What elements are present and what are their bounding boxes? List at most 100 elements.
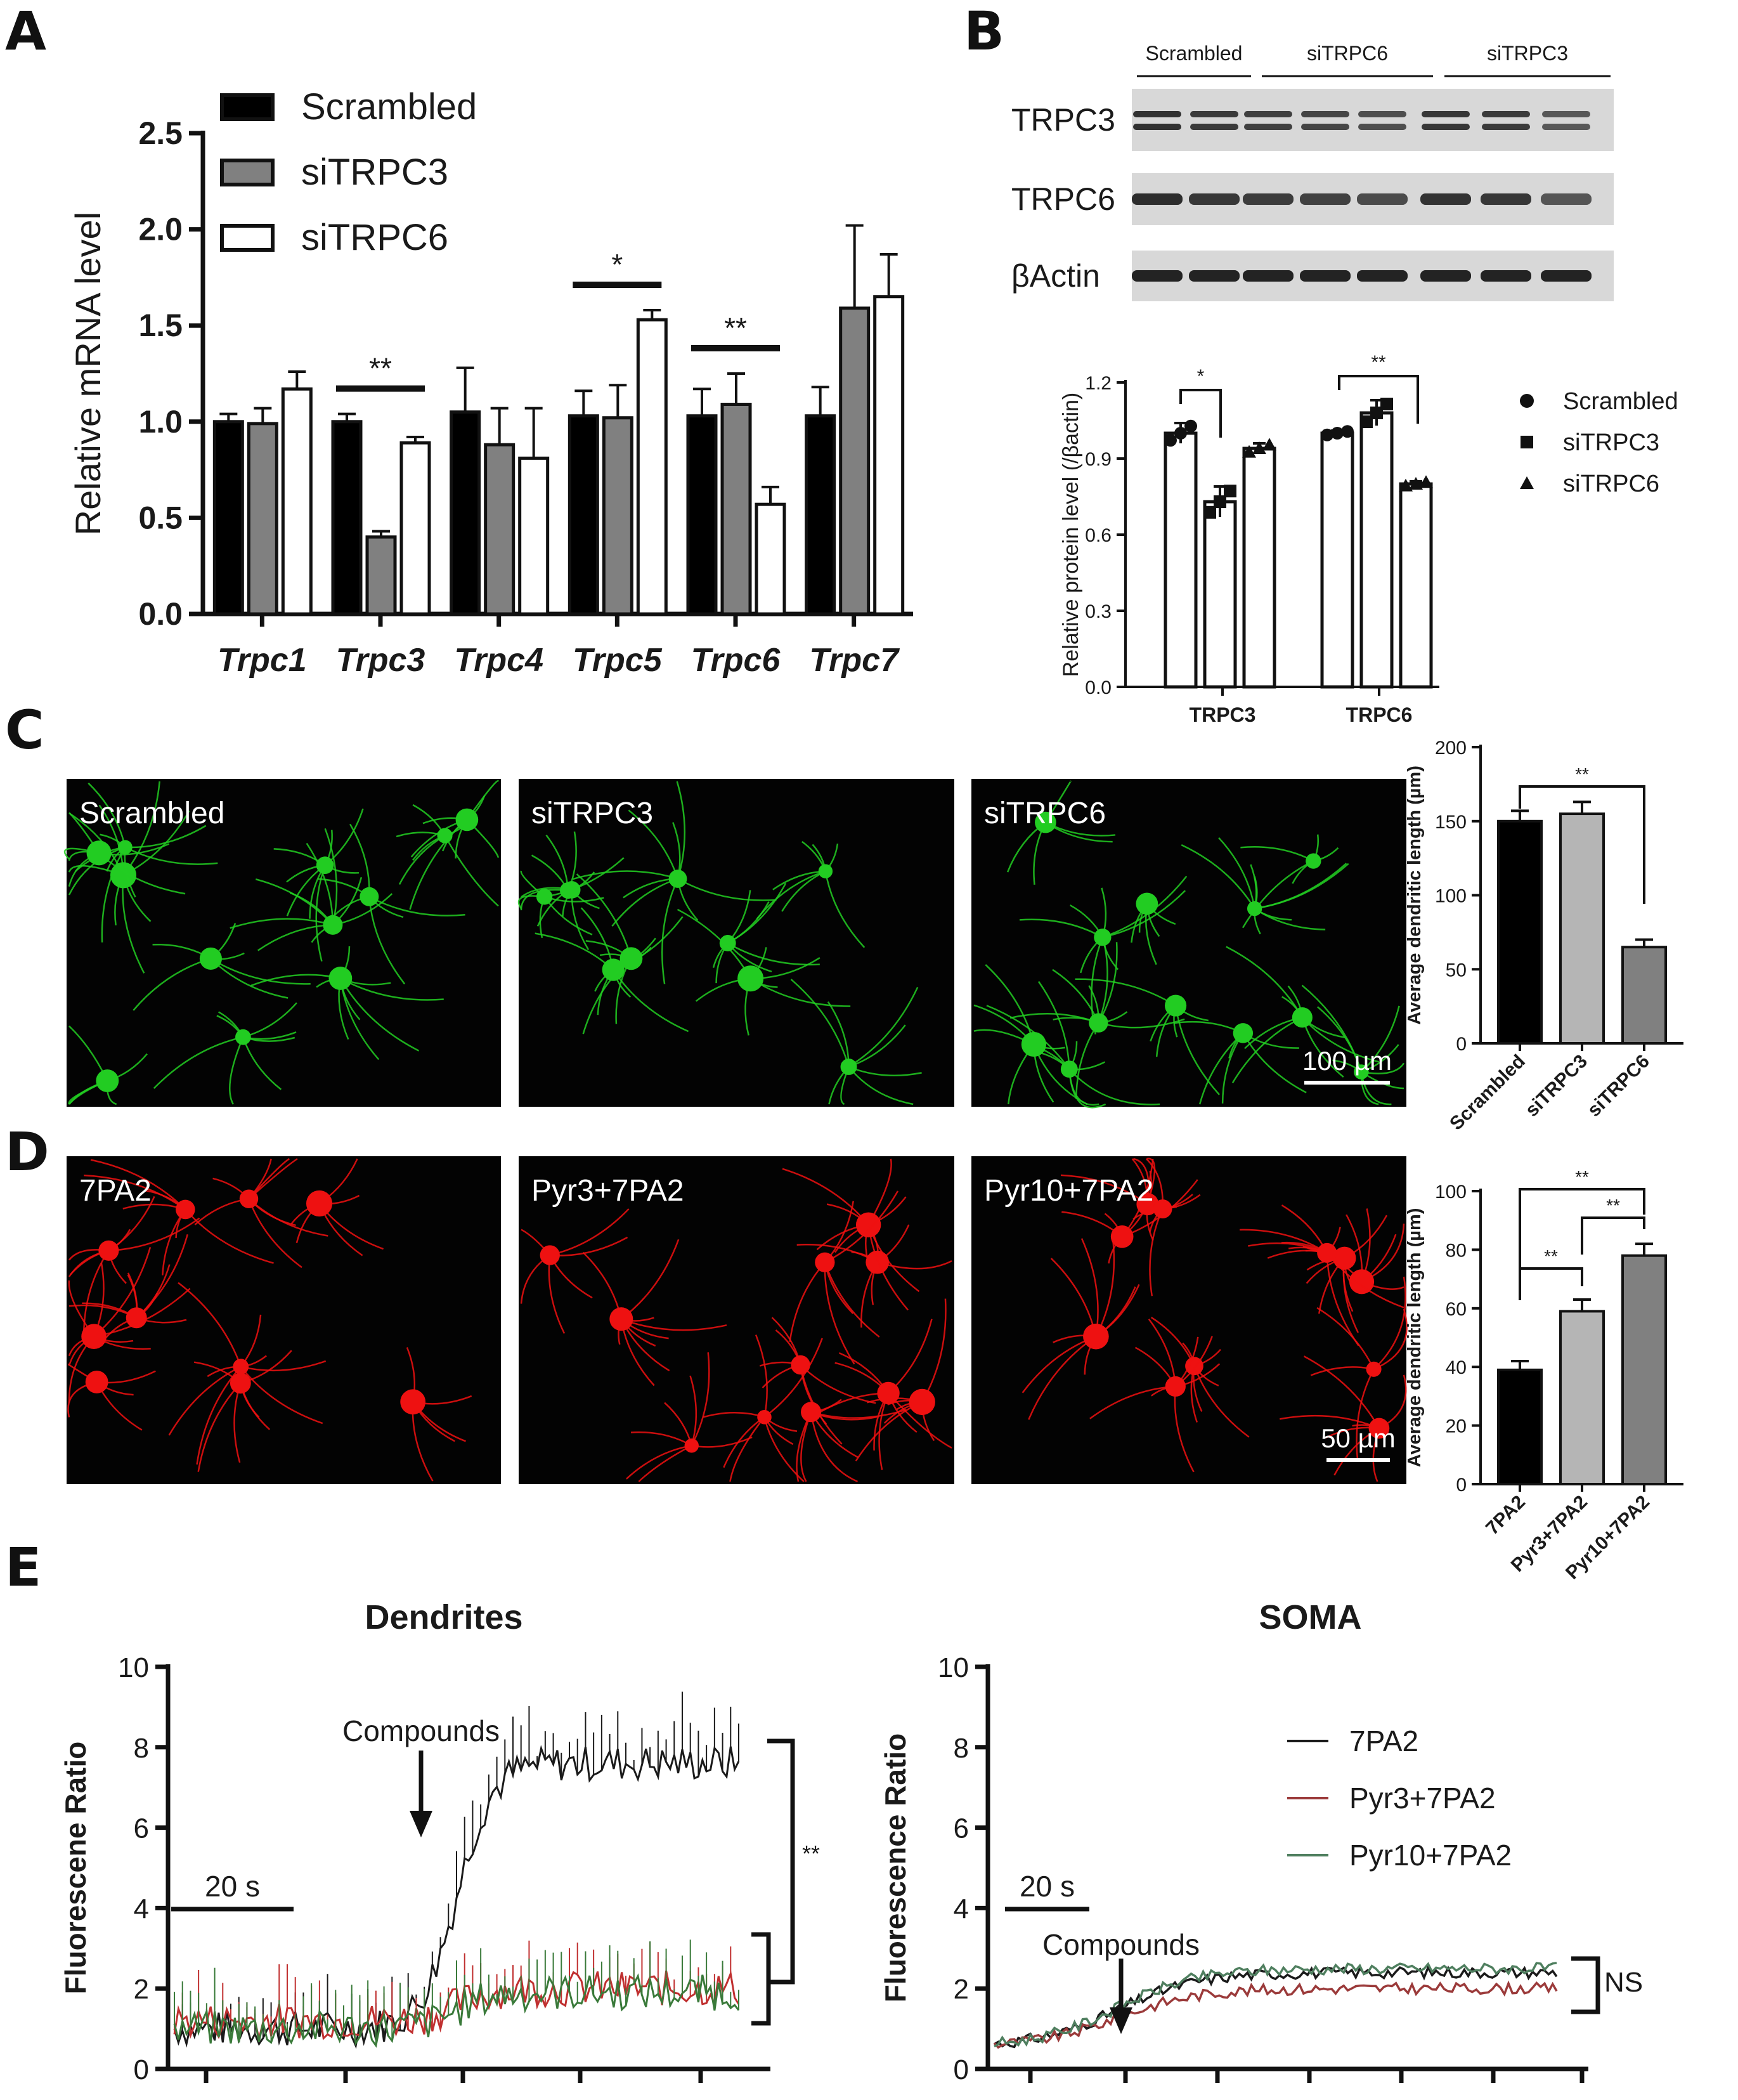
scale-bar-label: 50 µm	[1321, 1423, 1396, 1453]
data-point	[1360, 415, 1373, 428]
neurite	[409, 819, 468, 910]
blot-band	[1189, 193, 1240, 205]
blot-band	[1541, 270, 1592, 282]
cell-body	[1368, 1418, 1390, 1439]
chart-title: SOMA	[1259, 1598, 1362, 1636]
blot-strip-trpc3	[1132, 89, 1614, 151]
neurite	[544, 857, 625, 898]
legend-swatch-sitrpc3	[220, 159, 275, 186]
significance-bracket	[1519, 1188, 1645, 1284]
cell-body	[118, 840, 133, 855]
data-point	[1419, 475, 1433, 488]
cell-body	[455, 808, 479, 832]
neurite	[729, 1416, 765, 1482]
legend-label-sitrpc6: siTRPC6	[301, 217, 448, 258]
bar-sitrpc3	[1559, 812, 1605, 1045]
neurite	[339, 977, 420, 1052]
y-tick-label: 0	[1456, 1475, 1467, 1496]
significance-label: **	[1575, 764, 1589, 784]
neurite	[240, 1366, 323, 1425]
legend-marker-scrambled	[1520, 394, 1534, 408]
y-tick-label: 0.6	[1085, 525, 1112, 546]
chart-e-dendrites: Dendrites 0 2 4 6 8 10 Fluorescene Ratio 20 s Com…	[59, 1598, 820, 2085]
cell-body	[323, 915, 343, 935]
blot-band	[1422, 111, 1470, 117]
blot-band	[1133, 111, 1181, 117]
cell-body	[602, 958, 625, 981]
y-axis-label: Fluorescene Ratio	[59, 1742, 92, 1995]
blot-band	[1357, 193, 1408, 205]
panel-label-b: B	[964, 0, 1004, 62]
cell-body	[360, 887, 379, 906]
western-blot: Scrambled siTRPC6 siTRPC3 TRPC3 TRPC6 βActin	[1011, 42, 1614, 301]
y-tick-label: 100	[1435, 886, 1467, 907]
neurite	[185, 1209, 274, 1264]
cell-body	[840, 1059, 857, 1075]
time-scale-label: 20 s	[205, 1870, 260, 1903]
data-point	[1184, 419, 1197, 433]
y-axis-label: Fluorescence Ratio	[879, 1733, 912, 2002]
bar-sitrpc6	[1621, 946, 1667, 1045]
cell-body	[668, 870, 687, 888]
blot-band	[1132, 193, 1183, 205]
data-point	[1380, 398, 1393, 410]
time-scale-label: 20 s	[1020, 1870, 1075, 1903]
neurite	[824, 1262, 880, 1338]
trace-pyr10-7pa2	[994, 1962, 1557, 2048]
cell-body	[1165, 1376, 1186, 1397]
bar-sitrpc6-trpc7	[873, 295, 905, 616]
legend-label-scrambled: Scrambled	[301, 86, 477, 127]
cell-body	[1349, 1269, 1375, 1295]
cell-body	[233, 1359, 249, 1375]
neurite	[210, 958, 311, 985]
blot-band	[1420, 270, 1471, 282]
compounds-arrow-head	[410, 1811, 432, 1837]
blot-band	[1482, 124, 1530, 130]
neurite	[90, 1159, 186, 1210]
significance-label: **	[1544, 1246, 1558, 1266]
data-point	[1224, 485, 1236, 498]
bar-sitrpc3-trpc5	[602, 416, 633, 616]
y-tick-label: 4	[954, 1893, 969, 1924]
cell-body	[1136, 892, 1158, 915]
y-tick-label: 0	[134, 2054, 149, 2085]
bar-sitrpc6-trpc4	[518, 456, 550, 616]
neurite	[1301, 984, 1363, 1073]
blot-band	[1243, 193, 1294, 205]
neurite	[368, 896, 406, 985]
chart-e-soma: SOMA 0 2 4 6 8 10 Fluorescence Ratio 20 s Compoun…	[879, 1598, 1643, 2085]
blot-band	[1190, 111, 1238, 117]
micrograph-label-pyr10-7pa2: Pyr10+7PA2	[984, 1174, 1153, 1208]
bar-sitrpc3-trpc3	[1203, 500, 1237, 689]
neurite	[248, 1198, 328, 1237]
cell-body	[684, 1438, 699, 1453]
legend-marker-sitrpc3	[1521, 436, 1533, 448]
significance-bracket	[1179, 389, 1222, 438]
neurite	[1231, 1017, 1303, 1083]
bar-sitrpc3-trpc6	[720, 403, 752, 616]
neurite	[1193, 1366, 1250, 1438]
cell-body	[719, 935, 736, 951]
blot-band	[1481, 193, 1531, 205]
significance-label: **	[802, 1841, 820, 1867]
data-point	[1203, 505, 1216, 519]
y-tick-label: 6	[134, 1813, 149, 1844]
neurite	[755, 1334, 768, 1418]
neurite	[676, 781, 686, 879]
bar-sitrpc6-trpc3	[399, 441, 431, 616]
legend-swatch-sitrpc6	[220, 224, 275, 252]
cell-body	[1165, 995, 1187, 1017]
micrograph-label-sitrpc6: siTRPC6	[984, 797, 1106, 830]
neurite	[108, 1217, 200, 1252]
neurite	[1218, 837, 1255, 909]
y-tick-label: 8	[134, 1733, 149, 1764]
significance-label: NS	[1604, 1967, 1643, 1998]
scale-bar-label: 100 µm	[1302, 1046, 1392, 1076]
legend-label-pyr3-7pa2: Pyr3+7PA2	[1349, 1782, 1496, 1815]
bar-scrambled-trpc4	[450, 410, 481, 616]
neurite	[1303, 1355, 1380, 1429]
trace-7pa2	[173, 1745, 740, 2049]
cell-body	[230, 1373, 251, 1394]
compounds-label: Compounds	[342, 1714, 500, 1747]
blot-band	[1420, 193, 1471, 205]
